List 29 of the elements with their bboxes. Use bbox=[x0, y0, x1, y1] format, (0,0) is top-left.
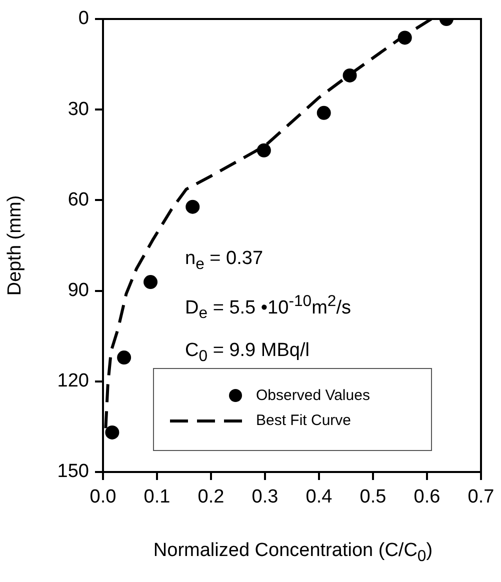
y-tick-label: 0 bbox=[78, 8, 89, 30]
y-tick-label: 60 bbox=[68, 189, 89, 210]
point bbox=[398, 30, 412, 45]
point bbox=[117, 350, 132, 365]
y-tick-label: 90 bbox=[68, 280, 89, 302]
x-tick-label: 0.7 bbox=[468, 486, 494, 508]
annotation: n$_{e}$ = 0.37 bbox=[185, 247, 264, 275]
x-tick-label: 0.2 bbox=[198, 486, 224, 508]
x-tick-label: 0.0 bbox=[90, 486, 116, 508]
annotation: C$_{0}$ = 9.9 MBq/l bbox=[185, 338, 310, 367]
y-axis-title: Depth (mm) bbox=[4, 195, 26, 296]
x-tick-label: 0.5 bbox=[360, 486, 386, 508]
point bbox=[144, 275, 158, 290]
y-tick-label: 30 bbox=[68, 98, 89, 120]
x-tick-label: 0.3 bbox=[252, 486, 278, 508]
x-tick-label: 0.1 bbox=[144, 486, 170, 508]
legend-label: Best Fit Curve bbox=[256, 412, 352, 429]
y-tick-label: 150 bbox=[57, 461, 89, 482]
point bbox=[256, 143, 271, 158]
point bbox=[316, 106, 331, 120]
x-tick-label: 0.4 bbox=[306, 486, 333, 508]
legend-label: Observed Values bbox=[256, 387, 370, 404]
x-axis-title: Normalized Concentration (C/C$_{0}$) bbox=[152, 540, 434, 566]
point bbox=[105, 425, 120, 440]
x-tick-label: 0.6 bbox=[414, 486, 440, 508]
y-tick-label: 120 bbox=[57, 370, 89, 392]
annotation: D$_{e}$ = 5.5 •10$^{-10}$m$^{2}$/s bbox=[185, 292, 351, 324]
point bbox=[186, 200, 200, 214]
point bbox=[342, 68, 357, 82]
